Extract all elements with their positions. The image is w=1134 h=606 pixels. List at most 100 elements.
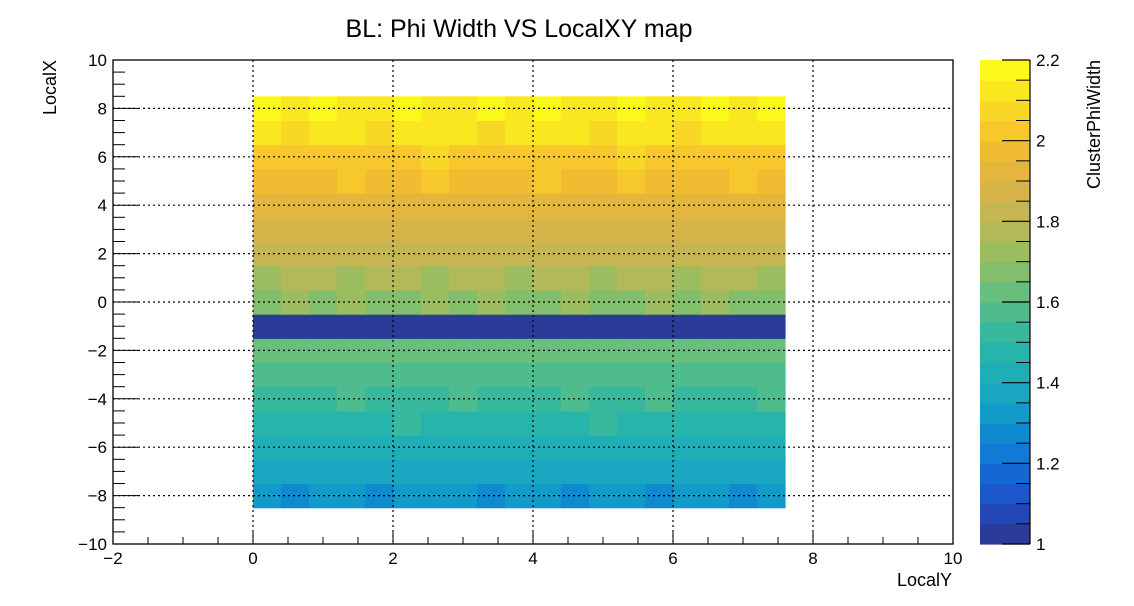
palette-swatch	[980, 60, 1030, 81]
heatmap-cell	[729, 265, 758, 291]
heatmap-cell	[701, 168, 730, 194]
y-tick-label: −8	[88, 487, 107, 506]
heatmap-cell	[617, 289, 646, 315]
heatmap-cell	[337, 265, 366, 291]
heatmap-cell	[617, 386, 646, 412]
heatmap-cell	[701, 435, 730, 460]
heatmap-cell	[645, 362, 674, 388]
heatmap-cell	[589, 168, 618, 194]
heatmap-cell	[757, 386, 786, 412]
z-tick-label: 1	[1036, 535, 1045, 554]
heatmap-cell	[393, 217, 422, 243]
heatmap-cell	[337, 144, 366, 170]
x-tick-label: 6	[668, 549, 677, 568]
heatmap-cell	[505, 410, 534, 436]
heatmap-cell	[337, 289, 366, 315]
palette-swatch	[980, 201, 1030, 222]
heatmap-cell	[337, 120, 366, 146]
heatmap-cell	[561, 338, 590, 364]
y-axis-label: LocalX	[40, 60, 60, 115]
heatmap-cell	[701, 120, 730, 146]
heatmap-cell	[421, 168, 450, 194]
heatmap-cell	[757, 168, 786, 194]
heatmap-cell	[673, 265, 702, 291]
heatmap-cell	[393, 168, 422, 194]
heatmap-cell	[421, 193, 450, 218]
heatmap-cell	[533, 386, 562, 412]
heatmap-cell	[309, 217, 338, 243]
palette-swatch	[980, 362, 1030, 384]
heatmap-cell	[337, 362, 366, 388]
heatmap-cell	[337, 338, 366, 364]
heatmap-cell	[281, 314, 310, 339]
heatmap-cell	[365, 410, 394, 436]
heatmap-cell	[421, 459, 450, 485]
heatmap-cell	[673, 168, 702, 194]
heatmap-cell	[365, 217, 394, 243]
heatmap-cell	[673, 314, 702, 339]
x-tick-label: −2	[103, 549, 122, 568]
heatmap-cell	[477, 217, 506, 243]
heatmap-cell	[281, 217, 310, 243]
heatmap-cell	[757, 483, 786, 509]
heatmap-cell	[729, 120, 758, 146]
heatmap-cell	[533, 144, 562, 170]
heatmap-cell	[533, 338, 562, 364]
palette-swatch	[980, 160, 1030, 182]
y-tick-label: −6	[88, 438, 107, 457]
heatmap-cell	[617, 265, 646, 291]
heatmap-cell	[561, 144, 590, 170]
heatmap-cell	[673, 459, 702, 485]
heatmap-cell	[337, 168, 366, 194]
heatmap-cell	[449, 459, 478, 485]
heatmap-cell	[337, 241, 366, 267]
heatmap-cell	[393, 338, 422, 364]
heatmap-cell	[561, 193, 590, 218]
heatmap-cell	[281, 289, 310, 315]
heatmap-cell	[281, 193, 310, 218]
grid-lines	[113, 60, 953, 544]
palette-swatch	[980, 463, 1030, 485]
heatmap-cell	[617, 193, 646, 218]
y-tick-label: −4	[88, 390, 107, 409]
heatmap-cell	[281, 144, 310, 170]
heatmap-cell	[281, 435, 310, 460]
heatmap-cell	[673, 96, 702, 122]
heatmap-cell	[645, 265, 674, 291]
heatmap-cell	[617, 435, 646, 460]
heatmap-cell	[589, 217, 618, 243]
heatmap-cell	[309, 168, 338, 194]
heatmap-cell	[673, 144, 702, 170]
heatmap-cell	[421, 338, 450, 364]
heatmap-cell	[253, 289, 282, 315]
palette-swatch	[980, 342, 1030, 364]
heatmap-cell	[645, 314, 674, 339]
palette-swatch	[980, 322, 1030, 343]
heatmap-cell	[729, 410, 758, 436]
heatmap-cell	[673, 386, 702, 412]
heatmap-cell	[561, 314, 590, 339]
heatmap-cell	[421, 435, 450, 460]
heatmap-cell	[729, 168, 758, 194]
heatmap-cell	[505, 120, 534, 146]
heatmap-cell	[337, 483, 366, 509]
heatmap-cell	[757, 459, 786, 485]
heatmap-cell	[561, 459, 590, 485]
palette-swatch	[980, 443, 1030, 464]
heatmap-cell	[337, 435, 366, 460]
z-tick-label: 2.2	[1036, 51, 1060, 70]
heatmap-cell	[393, 265, 422, 291]
heatmap-cell	[589, 314, 618, 339]
heatmap-cell	[477, 314, 506, 339]
heatmap-cell	[533, 483, 562, 509]
heatmap-cell	[365, 265, 394, 291]
x-tick-label: 2	[388, 549, 397, 568]
heatmap-cell	[281, 483, 310, 509]
heatmap-cell	[729, 362, 758, 388]
heatmap-cell	[253, 120, 282, 146]
heatmap-cell	[617, 217, 646, 243]
heatmap-cell	[253, 241, 282, 267]
heatmap-cell	[449, 265, 478, 291]
heatmap-cell	[561, 96, 590, 122]
heatmap-cell	[393, 483, 422, 509]
